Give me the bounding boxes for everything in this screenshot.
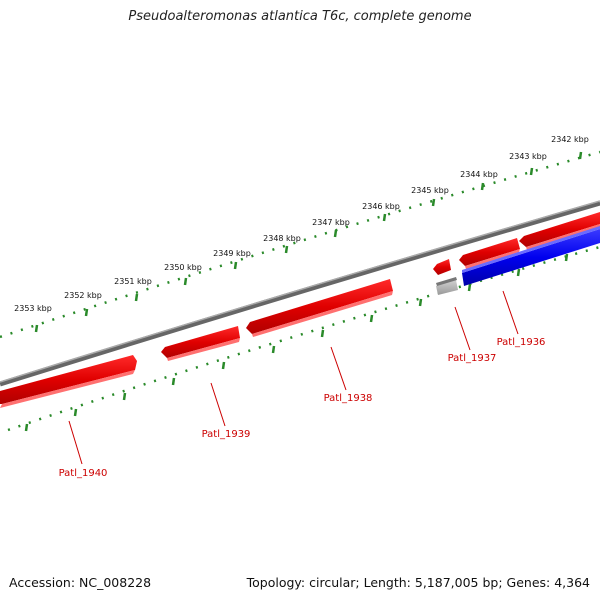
map-title: Pseudoalteromonas atlantica T6c, complet…: [128, 9, 472, 24]
gene-patl-1937[interactable]: [433, 259, 451, 275]
gene-patl-1939[interactable]: [161, 326, 240, 361]
tick-label: 2352 kbp: [64, 291, 102, 300]
tick-label: 2342 kbp: [551, 135, 589, 144]
tick-label: 2343 kbp: [509, 152, 547, 161]
leader-line: [210, 382, 226, 427]
gene-label: Patl_1939: [202, 429, 251, 440]
leader-line: [502, 290, 519, 335]
gene-patl-1938[interactable]: [246, 279, 393, 337]
gene-label: Patl_1936: [497, 337, 546, 348]
tick-label: 2346 kbp: [362, 202, 400, 211]
gene-patl-1937-reverse[interactable]: [436, 277, 458, 295]
tick-label: 2349 kbp: [213, 249, 251, 258]
genome-info-text: Topology: circular; Length: 5,187,005 bp…: [246, 575, 590, 590]
tick-ring-inner: [7, 245, 600, 432]
leader-line: [68, 420, 83, 465]
tick-label: 2348 kbp: [263, 234, 301, 243]
tick-label: 2345 kbp: [411, 186, 449, 195]
tick-label: 2347 kbp: [312, 218, 350, 227]
genome-backbone: [0, 200, 600, 387]
tick-label: 2344 kbp: [460, 170, 498, 179]
gene-patl-1936-forward[interactable]: [459, 212, 600, 269]
tick-ring-outer: [0, 150, 600, 339]
gene-patl-1936-reverse[interactable]: [462, 226, 600, 286]
leader-line: [330, 346, 347, 391]
tick-label: 2353 kbp: [14, 304, 52, 313]
accession-text: Accession: NC_008228: [9, 575, 152, 590]
gene-patl-1940[interactable]: [0, 355, 137, 408]
leader-line: [454, 306, 471, 351]
tick-label: 2351 kbp: [114, 277, 152, 286]
inner-major-ticks: [24, 253, 569, 432]
outer-major-ticks: [34, 151, 583, 333]
tick-label: 2350 kbp: [164, 263, 202, 272]
gene-label: Patl_1938: [324, 393, 373, 404]
gene-label: Patl_1937: [448, 353, 497, 364]
gene-label: Patl_1940: [59, 468, 108, 479]
